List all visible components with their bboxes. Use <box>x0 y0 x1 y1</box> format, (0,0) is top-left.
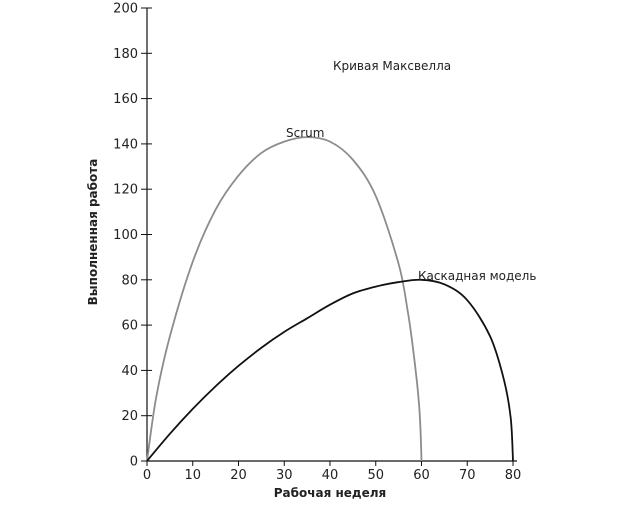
x-axis-title: Рабочая неделя <box>274 486 387 500</box>
x-tick-label: 60 <box>413 468 430 483</box>
y-tick-label: 60 <box>121 319 138 334</box>
y-tick-label: 120 <box>113 183 138 198</box>
series-layer <box>146 136 514 462</box>
y-tick-label: 100 <box>113 228 138 243</box>
x-tick-label: 30 <box>276 468 293 483</box>
y-tick-label: 0 <box>130 455 138 470</box>
y-tick-label: 80 <box>121 273 138 288</box>
y-tick-label: 140 <box>113 137 138 152</box>
x-tick-label: 50 <box>367 468 384 483</box>
series-label-scrum: Scrum <box>286 126 324 140</box>
y-axis-title: Выполненная работа <box>86 159 100 306</box>
x-tick-label: 0 <box>143 468 151 483</box>
y-tick-label: 180 <box>113 47 138 62</box>
axes <box>146 8 517 462</box>
x-tick-label: 10 <box>184 468 201 483</box>
x-tick-label: 80 <box>505 468 522 483</box>
y-ticks: 0 20 40 60 80 100 120 140 160 180 200 <box>113 2 152 470</box>
x-ticks: 0 10 20 30 40 50 60 70 80 <box>143 461 521 483</box>
y-tick-label: 160 <box>113 92 138 107</box>
chart-title: Кривая Максвелла <box>333 59 451 73</box>
series-label-waterfall: Каскадная модель <box>418 269 536 283</box>
y-tick-label: 20 <box>121 409 138 424</box>
x-tick-label: 20 <box>230 468 247 483</box>
x-tick-label: 40 <box>322 468 339 483</box>
y-tick-label: 40 <box>121 364 138 379</box>
x-tick-label: 70 <box>459 468 476 483</box>
series-line-scrum <box>146 136 423 462</box>
series-line-waterfall <box>146 278 514 462</box>
y-tick-label: 200 <box>113 2 138 17</box>
